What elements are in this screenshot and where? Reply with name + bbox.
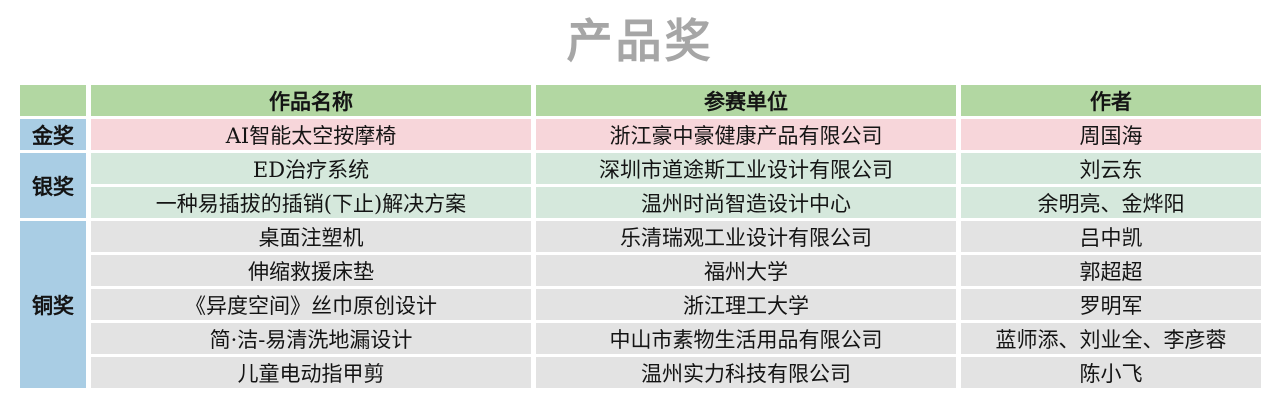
author-cell: 郭超超 <box>961 255 1261 286</box>
table-row: 儿童电动指甲剪 温州实力科技有限公司 陈小飞 <box>20 357 1261 388</box>
table-row: 《异度空间》丝巾原创设计 浙江理工大学 罗明军 <box>20 289 1261 320</box>
author-cell: 周国海 <box>961 119 1261 150</box>
unit-cell: 浙江理工大学 <box>536 289 956 320</box>
unit-cell: 温州时尚智造设计中心 <box>536 187 956 218</box>
award-label-silver: 银奖 <box>20 153 86 218</box>
author-cell: 吕中凯 <box>961 221 1261 252</box>
unit-cell: 浙江豪中豪健康产品有限公司 <box>536 119 956 150</box>
author-cell: 蓝师添、刘业全、李彦蓉 <box>961 323 1261 354</box>
unit-cell: 福州大学 <box>536 255 956 286</box>
work-name-cell: 儿童电动指甲剪 <box>91 357 531 388</box>
awards-table: 作品名称 参赛单位 作者 金奖 AI智能太空按摩椅 浙江豪中豪健康产品有限公司 … <box>15 82 1266 391</box>
work-name-cell: 《异度空间》丝巾原创设计 <box>91 289 531 320</box>
table-row: 铜奖 桌面注塑机 乐清瑞观工业设计有限公司 吕中凯 <box>20 221 1261 388</box>
work-name-cell: 伸缩救援床垫 <box>91 255 531 286</box>
table-row: 简·洁-易清洗地漏设计 中山市素物生活用品有限公司 蓝师添、刘业全、李彦蓉 <box>20 323 1261 354</box>
work-name-cell: 简·洁-易清洗地漏设计 <box>91 323 531 354</box>
table-row: 银奖 ED治疗系统 深圳市道途斯工业设计有限公司 刘云东 <box>20 153 1261 218</box>
award-label-bronze: 铜奖 <box>20 221 86 388</box>
table-row: 一种易插拔的插销(下止)解决方案 温州时尚智造设计中心 余明亮、金烨阳 <box>20 187 1261 218</box>
table-header-row: 作品名称 参赛单位 作者 <box>20 85 1261 116</box>
page-title: 产品奖 <box>566 15 714 67</box>
work-name-cell: 桌面注塑机 <box>91 221 531 252</box>
author-cell: 陈小飞 <box>961 357 1261 388</box>
column-header-author: 作者 <box>961 85 1261 116</box>
unit-cell: 乐清瑞观工业设计有限公司 <box>536 221 956 252</box>
work-name-cell: ED治疗系统 <box>91 153 531 184</box>
table-row: 伸缩救援床垫 福州大学 郭超超 <box>20 255 1261 286</box>
work-name-cell: 一种易插拔的插销(下止)解决方案 <box>91 187 531 218</box>
unit-cell: 深圳市道途斯工业设计有限公司 <box>536 153 956 184</box>
author-cell: 余明亮、金烨阳 <box>961 187 1261 218</box>
award-label-gold: 金奖 <box>20 119 86 150</box>
unit-cell: 温州实力科技有限公司 <box>536 357 956 388</box>
unit-cell: 中山市素物生活用品有限公司 <box>536 323 956 354</box>
work-name-cell: AI智能太空按摩椅 <box>91 119 531 150</box>
column-header-work-name: 作品名称 <box>91 85 531 116</box>
corner-cell <box>20 85 86 116</box>
author-cell: 罗明军 <box>961 289 1261 320</box>
table-row: 金奖 AI智能太空按摩椅 浙江豪中豪健康产品有限公司 周国海 <box>20 119 1261 150</box>
author-cell: 刘云东 <box>961 153 1261 184</box>
column-header-unit: 参赛单位 <box>536 85 956 116</box>
